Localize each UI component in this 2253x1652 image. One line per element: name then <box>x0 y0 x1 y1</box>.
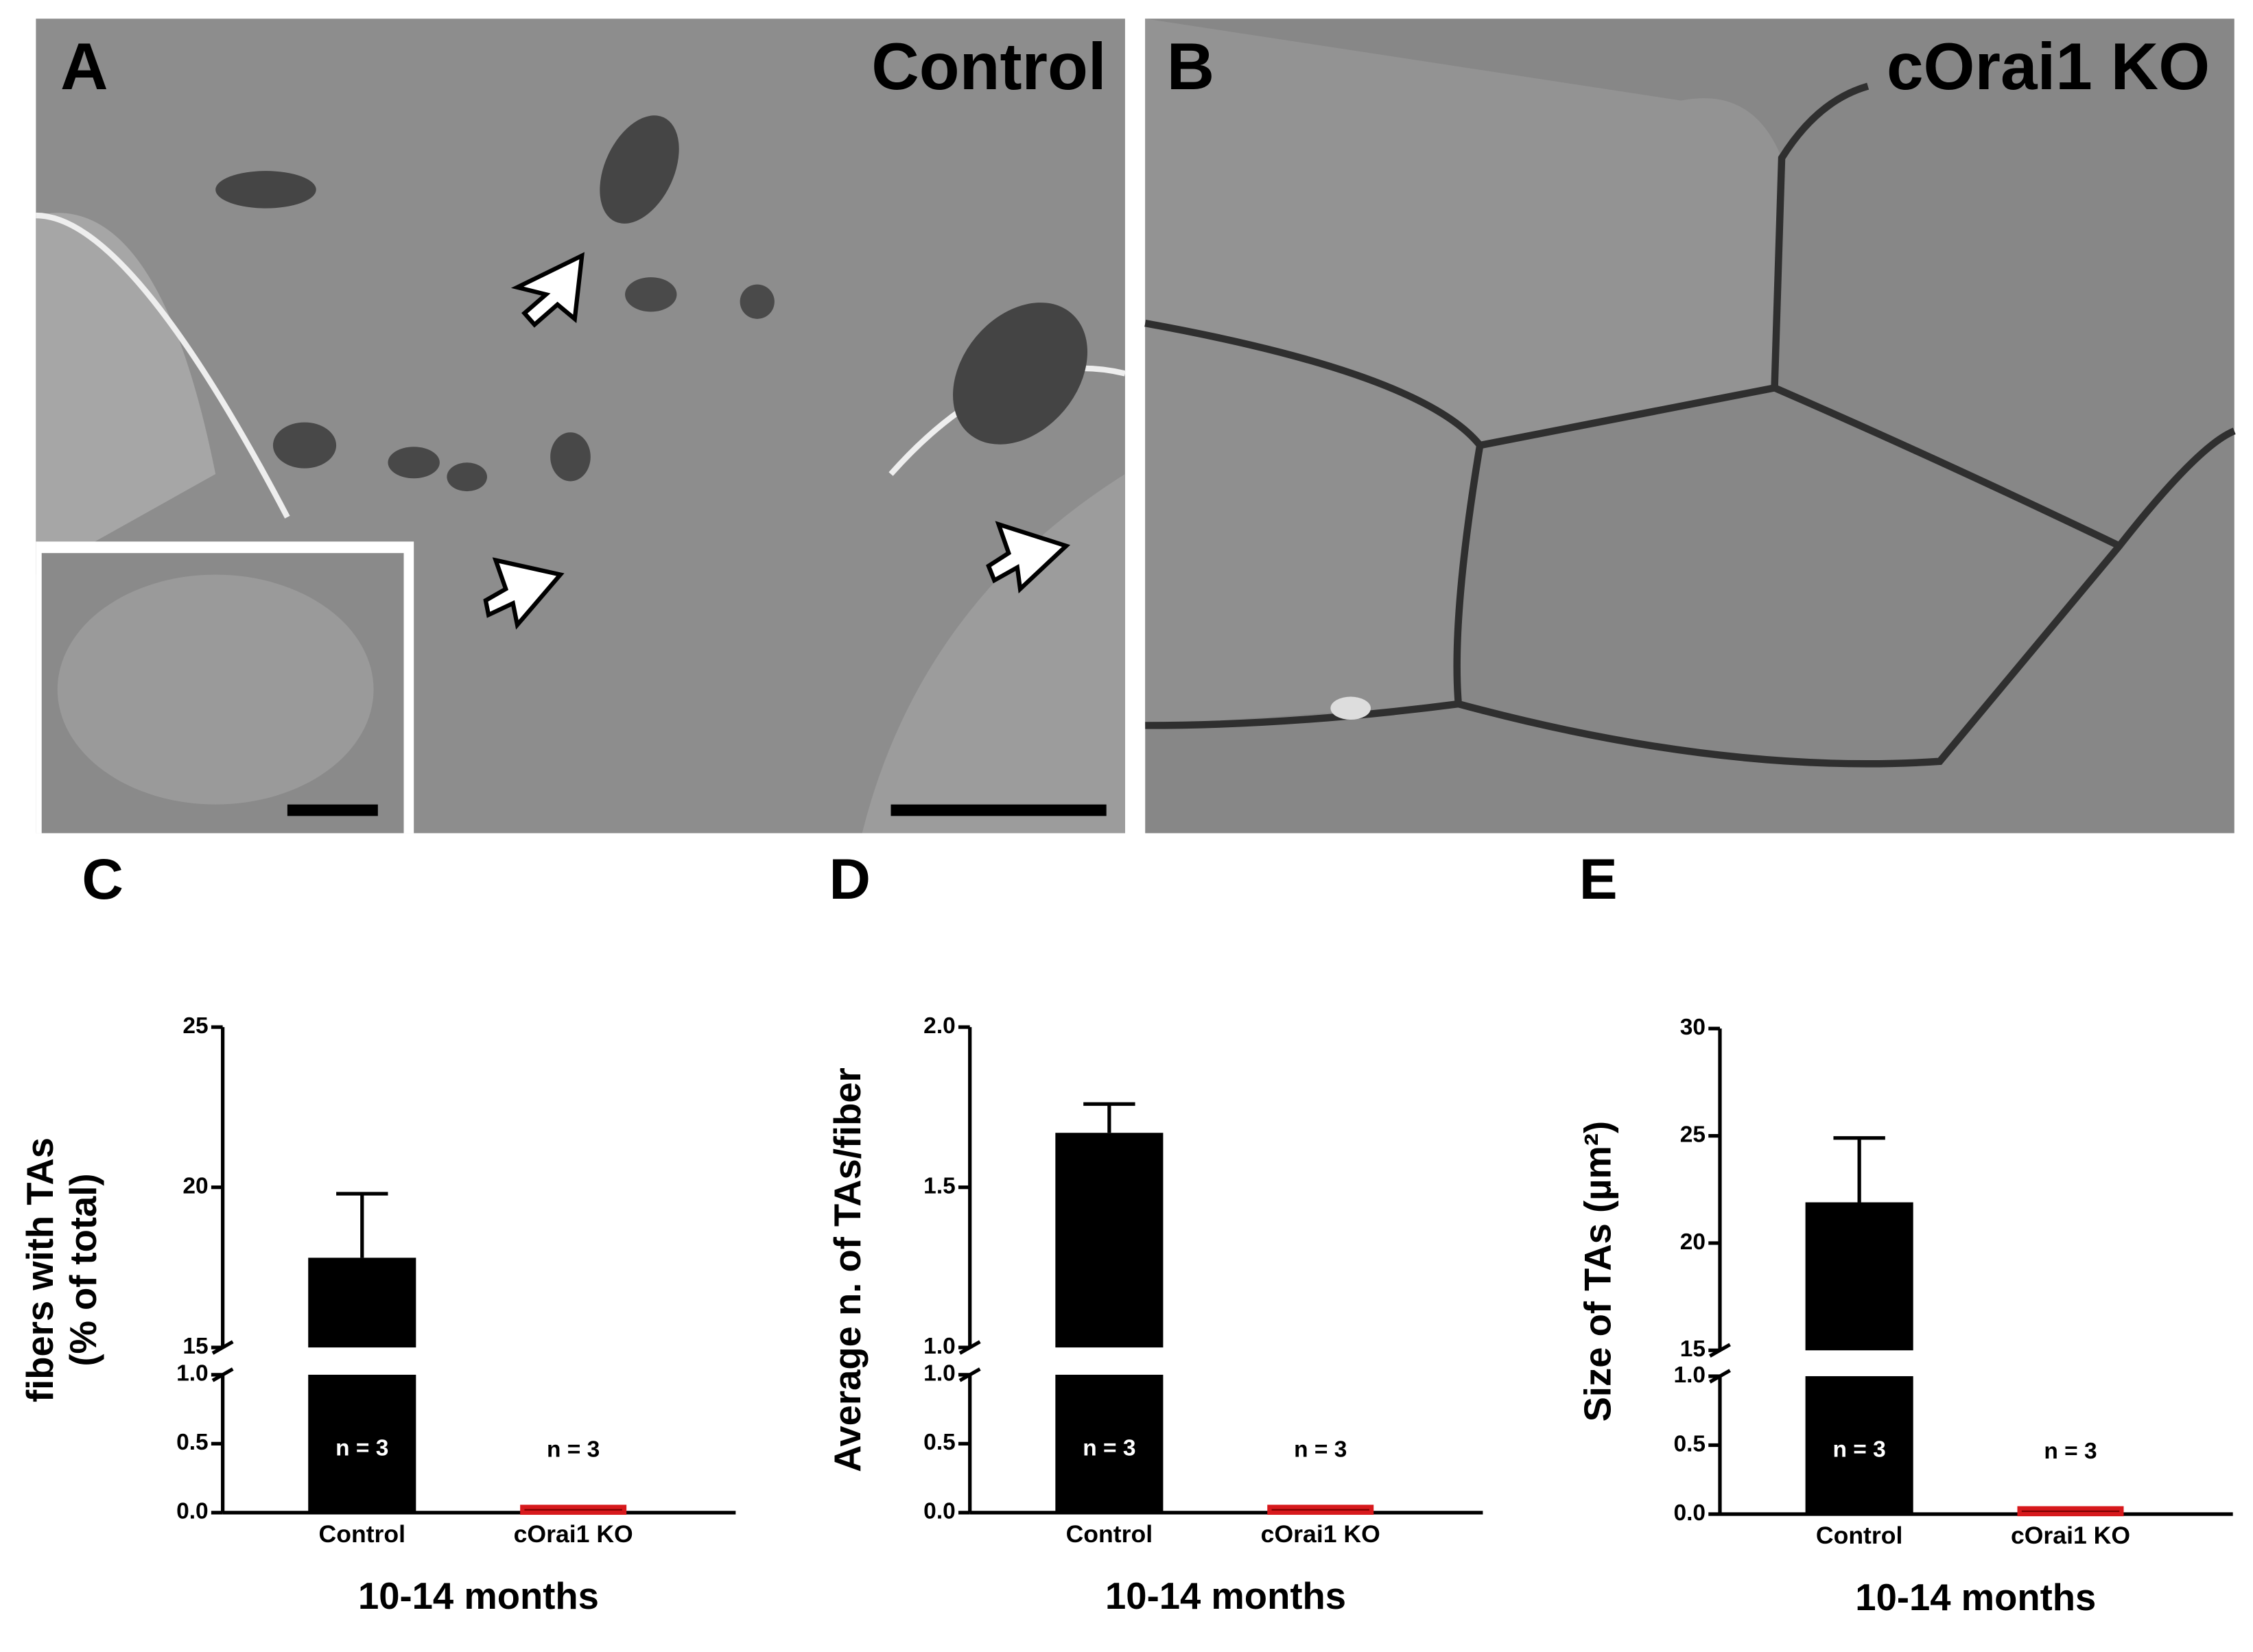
y-tick-label: 2.0 <box>923 1013 956 1039</box>
annotation: n = 3 <box>1083 1436 1135 1461</box>
panel-letter: B <box>1167 30 1215 104</box>
tubular-aggregate <box>272 422 337 469</box>
panel-letter: D <box>829 847 870 911</box>
tubular-aggregate <box>388 447 440 479</box>
y-tick-label: 1.0 <box>923 1361 956 1386</box>
y-tick-label: 0.0 <box>1673 1500 1706 1526</box>
y-tick-label: 1.0 <box>176 1361 209 1386</box>
x-tick-label: cOrai1 KO <box>1261 1520 1380 1548</box>
annotation: n = 3 <box>547 1437 600 1463</box>
x-tick-label: cOrai1 KO <box>514 1520 633 1548</box>
bar <box>520 1504 627 1515</box>
arrow <box>483 557 565 630</box>
y-tick-label: 15 <box>1680 1336 1706 1362</box>
tubular-aggregate <box>215 171 316 209</box>
bar <box>1055 1374 1164 1513</box>
tubular-aggregate <box>625 277 677 312</box>
x-axis-label: 10-14 months <box>1105 1575 1346 1617</box>
x-tick-label: cOrai1 KO <box>2011 1522 2130 1549</box>
tubular-aggregate <box>740 284 775 319</box>
bar <box>308 1258 416 1348</box>
y-tick-label: 25 <box>182 1013 208 1039</box>
y-tick-label: 20 <box>182 1173 208 1199</box>
bar <box>1055 1133 1164 1348</box>
bar <box>1805 1202 1913 1351</box>
fiber <box>1145 19 1782 446</box>
y-tick-label: 30 <box>1680 1015 1706 1040</box>
micrograph-a: A Control <box>36 19 1126 834</box>
y-tick-label: 0.5 <box>923 1430 956 1455</box>
annotation: n = 3 <box>2044 1439 2097 1464</box>
y-axis-label: Size of TAs (µm²) <box>1577 1121 1619 1422</box>
panel-label: cOrai1 KO <box>1887 30 2210 104</box>
x-tick-label: Control <box>1816 1522 1903 1549</box>
tubular-aggregate <box>447 462 487 492</box>
y-tick-label: 1.0 <box>923 1334 956 1359</box>
y-tick-label: 25 <box>1680 1122 1706 1147</box>
y-tick-label: 0.0 <box>176 1499 209 1524</box>
arrow <box>510 252 585 328</box>
bar <box>308 1374 416 1513</box>
y-tick-label: 1.0 <box>1673 1362 1706 1388</box>
micrograph-b: B cOrai1 KO <box>1144 19 2236 834</box>
arrow <box>986 521 1071 593</box>
y-tick-label: 0.5 <box>176 1430 209 1455</box>
tubular-aggregate <box>550 432 591 482</box>
panel-letter: E <box>1579 847 1618 911</box>
x-axis-label: 10-14 months <box>1855 1577 2096 1618</box>
y-tick-label: 1.5 <box>923 1173 956 1199</box>
fiber-border <box>1144 82 2236 768</box>
inset-texture <box>57 574 374 805</box>
bar <box>1267 1504 1374 1515</box>
x-axis-label: 10-14 months <box>358 1575 599 1617</box>
annotation: n = 3 <box>1832 1437 1885 1463</box>
x-tick-label: Control <box>1066 1520 1153 1548</box>
tubular-aggregate <box>600 115 679 224</box>
bar <box>1805 1376 1913 1514</box>
fiber <box>1145 323 1481 726</box>
panel-letter: A <box>60 30 108 104</box>
panel-label: Control <box>871 30 1106 104</box>
annotation: n = 3 <box>1294 1437 1347 1463</box>
y-tick-label: 20 <box>1680 1229 1706 1255</box>
y-tick-label: 0.5 <box>1673 1431 1706 1456</box>
y-tick-label: 15 <box>182 1334 208 1359</box>
panel-letter: C <box>82 847 123 911</box>
x-tick-label: Control <box>319 1520 406 1548</box>
fiber <box>862 473 1125 834</box>
y-axis-label: (% of total) <box>62 1173 104 1366</box>
tubular-aggregate <box>953 303 1087 445</box>
y-tick-label: 0.0 <box>923 1499 956 1524</box>
bar <box>2017 1506 2124 1517</box>
fiber <box>36 213 216 575</box>
vesicle <box>1330 696 1371 720</box>
annotation: n = 3 <box>335 1436 388 1461</box>
fiber-border <box>36 212 290 519</box>
y-axis-label: fibers with TAs <box>19 1137 61 1402</box>
y-axis-label: Average n. of TAs/fiber <box>827 1067 869 1472</box>
